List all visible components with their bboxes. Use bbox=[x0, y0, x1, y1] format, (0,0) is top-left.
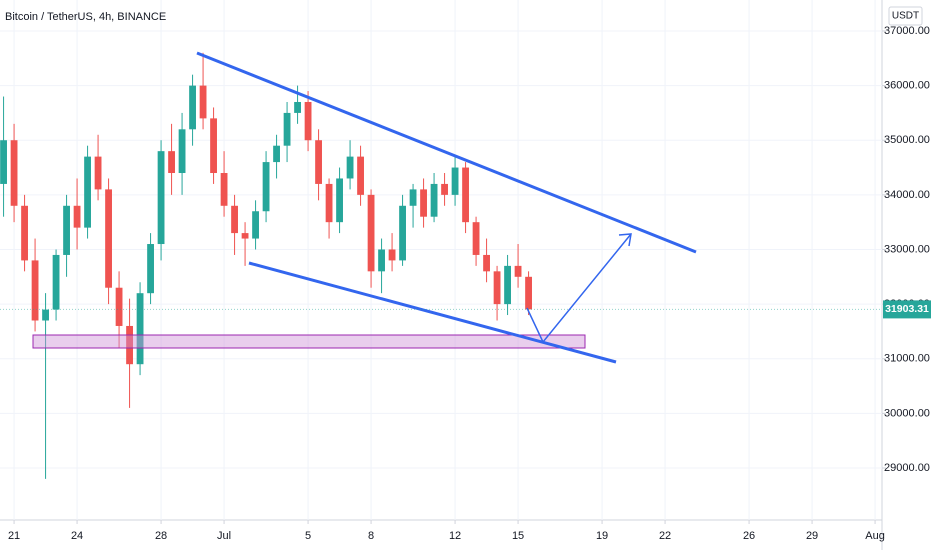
candle-body bbox=[315, 140, 322, 184]
candle-body bbox=[199, 85, 207, 119]
x-tick-label: 26 bbox=[743, 530, 755, 542]
arrow-head bbox=[618, 233, 632, 247]
candle-body bbox=[304, 101, 312, 141]
last-price-badge bbox=[883, 300, 931, 319]
candle-body bbox=[525, 276, 532, 310]
x-tick-label: 29 bbox=[806, 530, 818, 542]
candle-body bbox=[357, 156, 364, 195]
candle-body bbox=[63, 205, 70, 255]
candle-body bbox=[504, 265, 511, 305]
candle-body bbox=[325, 183, 333, 223]
candle-body bbox=[378, 249, 385, 272]
candle-body bbox=[294, 101, 301, 113]
candle-body bbox=[10, 140, 18, 206]
candle-body bbox=[31, 260, 39, 321]
candle-body bbox=[42, 309, 49, 321]
y-tick-label: 34000.00 bbox=[884, 189, 930, 201]
candle-body bbox=[84, 156, 91, 228]
currency-label: USDT bbox=[892, 11, 919, 22]
candle-body bbox=[451, 167, 459, 195]
x-tick-label: 21 bbox=[8, 530, 20, 542]
candle-body bbox=[430, 183, 438, 217]
upper-trend-line bbox=[196, 51, 697, 254]
candle-body bbox=[168, 151, 175, 174]
candle-body bbox=[346, 156, 354, 179]
currency-badge[interactable] bbox=[888, 6, 923, 26]
candle-body bbox=[52, 254, 60, 310]
x-tick-label: 24 bbox=[71, 530, 83, 542]
support-zone bbox=[32, 334, 586, 349]
candle-body bbox=[147, 244, 154, 294]
candle-body bbox=[336, 178, 343, 223]
candle-body bbox=[231, 205, 238, 234]
candle-body bbox=[441, 183, 448, 195]
candle-body bbox=[462, 167, 469, 223]
x-tick-label: 12 bbox=[449, 530, 461, 542]
x-tick-label: 5 bbox=[305, 530, 311, 542]
candle-body bbox=[136, 293, 144, 365]
candle-body bbox=[220, 173, 228, 206]
candle-body bbox=[472, 222, 480, 255]
candle-body bbox=[514, 265, 522, 277]
y-tick-label: 30000.00 bbox=[884, 407, 930, 419]
y-tick-label: 33000.00 bbox=[884, 243, 930, 255]
candle-body bbox=[73, 205, 81, 228]
candle-body bbox=[115, 287, 123, 326]
candle-body bbox=[157, 151, 165, 245]
candle-body bbox=[189, 85, 196, 130]
candle-body bbox=[210, 118, 217, 174]
y-tick-label: 35000.00 bbox=[884, 134, 930, 146]
x-tick-label: Aug bbox=[865, 530, 885, 542]
candle-body bbox=[252, 211, 259, 239]
y-tick-label: 37000.00 bbox=[884, 25, 930, 37]
candle-body bbox=[262, 162, 270, 212]
candle-body bbox=[493, 271, 501, 305]
plot-area bbox=[0, 0, 882, 520]
candle-body bbox=[367, 194, 375, 272]
candle-body bbox=[0, 140, 7, 184]
candle-body bbox=[399, 205, 406, 261]
chart-title: Bitcoin / TetherUS, 4h, BINANCE bbox=[5, 11, 166, 23]
candle-body bbox=[483, 254, 490, 272]
x-tick-label: 8 bbox=[368, 530, 374, 542]
candle-body bbox=[94, 156, 102, 190]
projection-arrow bbox=[526, 233, 632, 344]
candle-body bbox=[178, 129, 186, 174]
x-tick-label: 15 bbox=[512, 530, 524, 542]
candle-body bbox=[420, 189, 427, 217]
x-tick-label: 22 bbox=[659, 530, 671, 542]
y-tick-label: 31000.00 bbox=[884, 353, 930, 365]
y-tick-label: 29000.00 bbox=[884, 462, 930, 474]
lower-trend-line bbox=[248, 261, 617, 364]
last-price-label: 31903.31 bbox=[885, 303, 929, 315]
candle-body bbox=[388, 249, 396, 261]
candle-body bbox=[283, 112, 291, 146]
candle-body bbox=[273, 145, 280, 163]
candle-body bbox=[409, 189, 417, 206]
x-tick-label: 28 bbox=[155, 530, 167, 542]
candle-body bbox=[241, 233, 249, 239]
candle-body bbox=[105, 189, 112, 288]
x-tick-label: 19 bbox=[596, 530, 608, 542]
candle-body bbox=[21, 205, 28, 261]
candle-body bbox=[126, 325, 133, 365]
x-tick-label: Jul bbox=[217, 530, 231, 542]
y-tick-label: 36000.00 bbox=[884, 80, 930, 92]
